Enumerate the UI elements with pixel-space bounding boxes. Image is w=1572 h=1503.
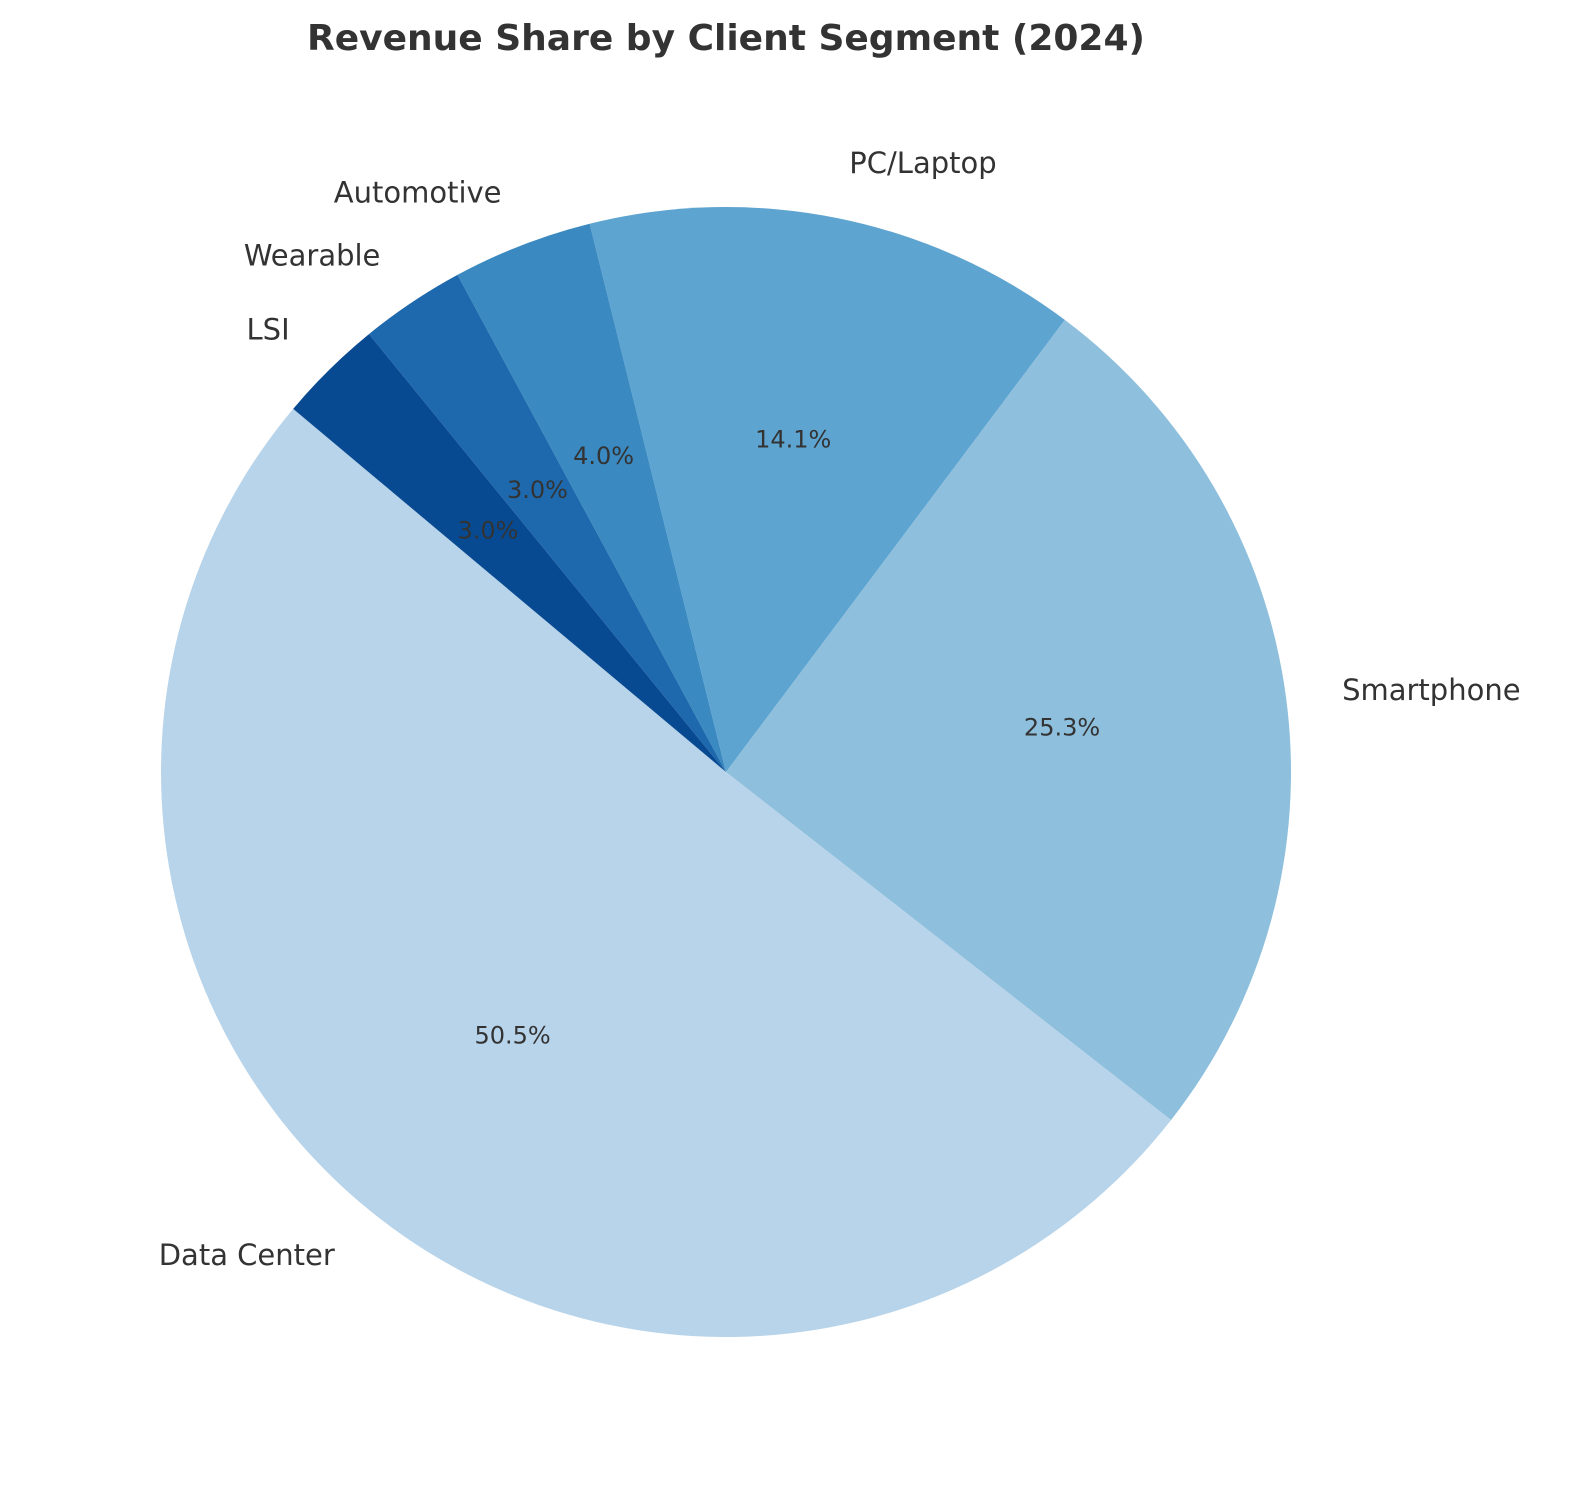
slice-label-pc-laptop: PC/Laptop	[849, 146, 996, 180]
slice-label-wearable: Wearable	[244, 238, 381, 272]
slice-label-data-center: Data Center	[159, 1238, 335, 1272]
slice-percent-automotive: 4.0%	[573, 442, 634, 470]
slice-data-center	[160, 408, 1172, 1338]
slice-smartphone	[726, 319, 1292, 1120]
slice-automotive	[457, 223, 726, 773]
slice-percent-wearable: 3.0%	[507, 476, 568, 504]
pie-category-labels: Data Center Smartphone PC/Laptop Automotive…	[159, 146, 1521, 1272]
slice-percent-smartphone: 25.3%	[1024, 713, 1100, 741]
chart-title: Revenue Share by Client Segment (2024)	[307, 18, 1145, 59]
slice-wearable	[368, 274, 726, 772]
slice-percent-pc-laptop: 14.1%	[755, 426, 831, 454]
pie-slices	[160, 206, 1292, 1338]
slice-label-lsi: LSI	[247, 312, 290, 346]
slice-lsi	[293, 334, 726, 772]
slice-label-smartphone: Smartphone	[1342, 673, 1520, 707]
pie-percent-labels: 50.5%25.3%14.1%4.0%3.0%3.0%	[458, 426, 1101, 1050]
slice-pc-laptop	[589, 206, 1065, 772]
slice-percent-lsi: 3.0%	[458, 517, 519, 545]
slice-percent-data-center: 50.5%	[474, 1021, 550, 1049]
slice-label-automotive: Automotive	[334, 175, 502, 209]
